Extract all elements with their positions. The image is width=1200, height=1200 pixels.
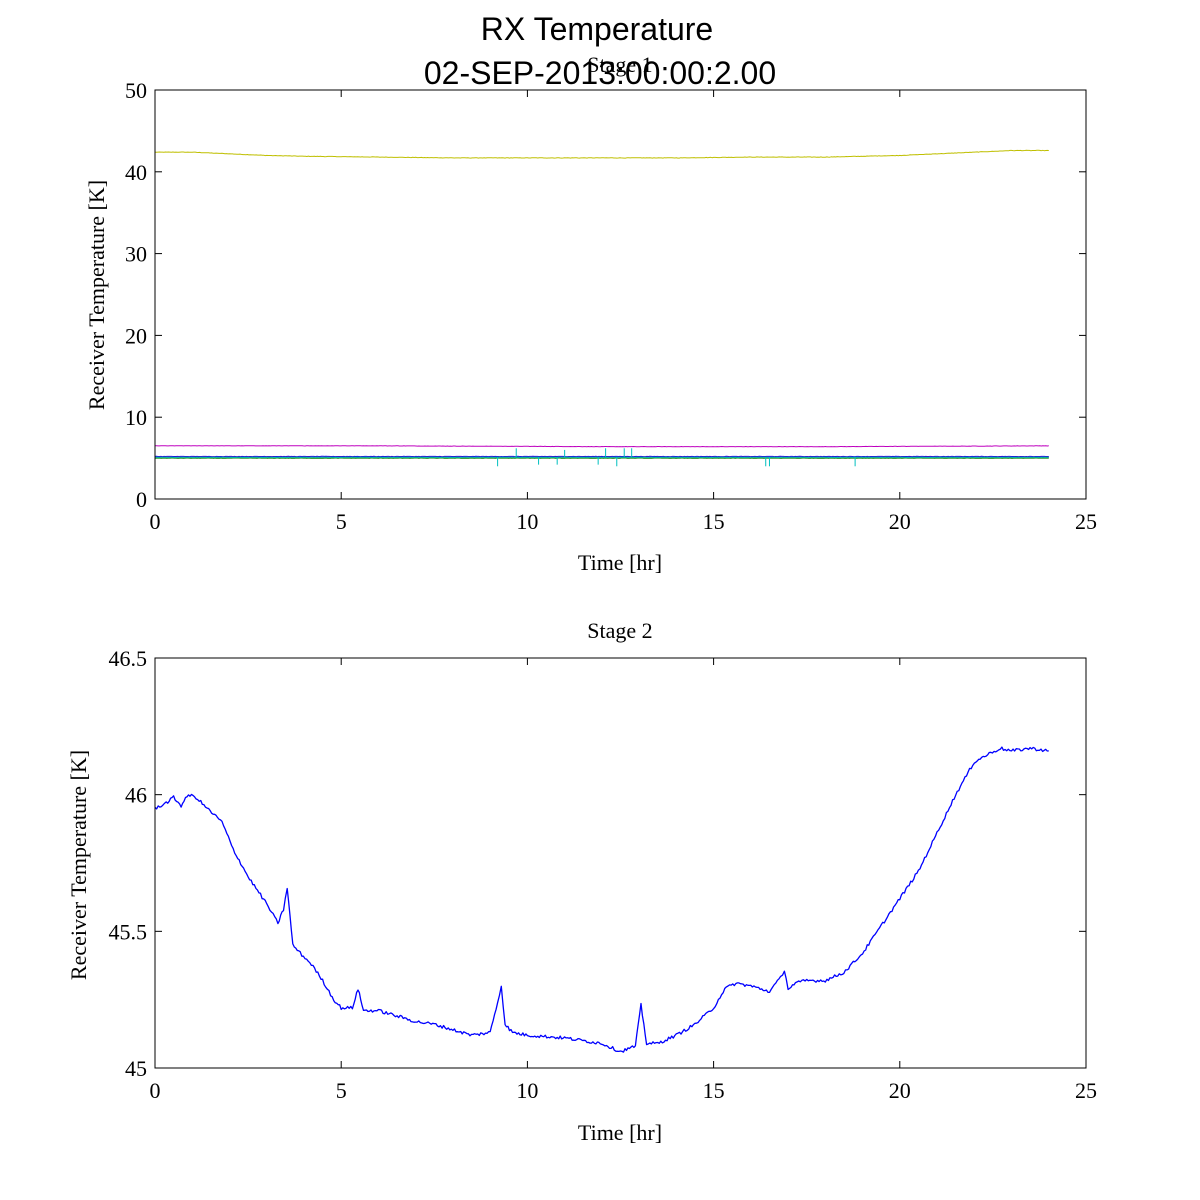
- stage1-ytick-label: 50: [125, 78, 147, 103]
- stage2-frame: [154, 657, 1087, 1069]
- stage2-xtick-label: 20: [889, 1078, 911, 1103]
- stage1-xtick-label: 25: [1075, 509, 1097, 534]
- stage1-xtick-label: 10: [516, 509, 538, 534]
- stage2-ytick-label: 45.5: [109, 919, 148, 944]
- stage1-ytick-label: 10: [125, 405, 147, 430]
- stage1-ytick-label: 30: [125, 242, 147, 267]
- stage1-ticks: 0 5 10 15 20 25 0 10 20 30 40 50: [125, 78, 1097, 534]
- stage2-ytick-label: 45: [125, 1056, 147, 1081]
- stage2-xtick-label: 5: [336, 1078, 347, 1103]
- stage2-ticks: 0 5 10 15 20 25 45 45.5 46 46.5: [109, 646, 1098, 1103]
- stage1-ytick-label: 40: [125, 160, 147, 185]
- stage1-series-magenta: [154, 445, 1049, 448]
- figure-title-line2: 02-SEP-2013:00:00:2.00: [424, 55, 776, 91]
- stage2-series-stage2: [154, 746, 1049, 1053]
- stage2-ylabel: Receiver Temperature [K]: [66, 750, 91, 980]
- stage1-xtick-label: 20: [889, 509, 911, 534]
- stage1-xtick-label: 15: [703, 509, 725, 534]
- stage1-ytick-label: 0: [136, 487, 147, 512]
- stage1-series-group: [154, 149, 1049, 467]
- stage1-title: Stage 1: [587, 52, 652, 77]
- stage1-xtick-label: 0: [150, 509, 161, 534]
- stage1-series-yellow: [154, 149, 1049, 159]
- stage1-ytick-label: 20: [125, 323, 147, 348]
- figure-title-line1: RX Temperature: [481, 11, 713, 47]
- stage1-xtick-label: 5: [336, 509, 347, 534]
- stage2-xtick-label: 15: [703, 1078, 725, 1103]
- stage2-axes: 0 5 10 15 20 25 45 45.5 46 46.5 Stage 2 Time [hr]…: [66, 618, 1097, 1145]
- stage2-ytick-label: 46.5: [109, 646, 148, 671]
- stage2-title: Stage 2: [587, 618, 652, 643]
- stage2-series-group: [154, 746, 1049, 1053]
- stage2-xlabel: Time [hr]: [578, 1120, 662, 1145]
- stage2-xtick-label: 25: [1075, 1078, 1097, 1103]
- stage1-frame: [154, 89, 1087, 500]
- stage1-ylabel: Receiver Temperature [K]: [84, 180, 109, 410]
- stage2-xtick-label: 0: [150, 1078, 161, 1103]
- stage2-ytick-label: 46: [125, 783, 147, 808]
- stage2-xtick-label: 10: [516, 1078, 538, 1103]
- stage1-xlabel: Time [hr]: [578, 550, 662, 575]
